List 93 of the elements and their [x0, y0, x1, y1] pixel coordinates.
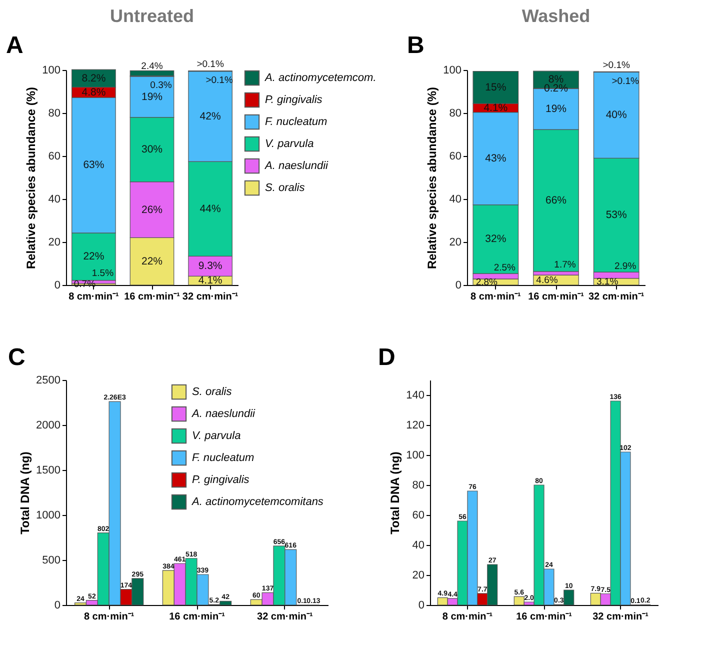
x-tick-label: 16 cm·min⁻¹: [124, 292, 181, 302]
chart-title: Washed: [522, 6, 590, 26]
data-label: 63%: [83, 159, 104, 172]
x-tick-label: 32 cm·min⁻¹: [257, 612, 314, 622]
legend-label: S. oralis: [192, 386, 232, 398]
y-tick-label: 60: [449, 150, 462, 162]
legend-label: F. nucleatum: [192, 452, 254, 464]
data-label: 40%: [606, 109, 627, 122]
data-label: 26%: [141, 204, 163, 216]
x-tick-label: 32 cm·min⁻¹: [182, 292, 239, 302]
data-label: 8.2%: [82, 72, 106, 84]
data-label: 2.4%: [141, 61, 164, 72]
x-tick-label: 8 cm·min⁻¹: [442, 612, 494, 622]
y-tick-label: 0: [455, 280, 462, 292]
legend-label: A. naeslundii: [191, 408, 256, 420]
data-label: 30%: [141, 144, 163, 156]
y-tick-label: 80: [449, 108, 462, 120]
y-tick-label: 80: [48, 108, 60, 120]
data-label: 22%: [141, 255, 163, 268]
data-label: 2.5%: [494, 262, 516, 274]
data-label: 22%: [83, 250, 104, 263]
y-tick-label: 2000: [36, 420, 60, 432]
data-label: 19%: [141, 90, 163, 103]
legend-label: V. parvula: [192, 430, 241, 442]
chart-title: Untreated: [110, 6, 194, 26]
data-label: 44%: [200, 202, 221, 215]
data-label: 53%: [606, 209, 627, 222]
y-axis-title: Total DNA (ng): [18, 452, 32, 534]
y-axis-title: Relative species abundance (%): [24, 86, 38, 270]
legend-label: V. parvula: [265, 138, 314, 150]
data-label: >0.1%: [602, 60, 630, 71]
y-tick-label: 0: [54, 600, 60, 612]
y-tick-label: 40: [449, 194, 462, 206]
y-tick-label: 80: [412, 480, 424, 492]
text: D: [378, 344, 396, 371]
x-tick-label: 32 cm·min⁻¹: [588, 292, 645, 302]
y-tick-label: 20: [412, 570, 424, 582]
y-tick-label: 40: [412, 540, 424, 552]
y-tick-label: 100: [443, 64, 462, 76]
data-label: 32%: [485, 233, 506, 246]
y-tick-label: 120: [406, 420, 424, 432]
data-label: >0.1%: [196, 58, 224, 70]
data-label: 0.3%: [150, 80, 172, 92]
data-label: 43%: [485, 152, 506, 165]
y-tick-label: 500: [42, 554, 60, 566]
data-label: 15%: [485, 81, 506, 94]
legend-label: A. actinomycetemcom.: [264, 72, 376, 84]
y-tick-label: 20: [48, 236, 60, 248]
data-label: >0.1%: [612, 76, 640, 88]
y-tick-label: 100: [406, 450, 424, 462]
data-label: 0.2%: [544, 82, 568, 94]
legend-label: P. gingivalis: [192, 474, 250, 486]
y-tick-label: 0: [54, 280, 60, 292]
x-tick-label: 8 cm·min⁻¹: [470, 292, 522, 302]
data-label: 4.6%: [536, 275, 558, 286]
data-label: 42%: [200, 110, 221, 122]
x-tick-label: 32 cm·min⁻¹: [592, 612, 650, 622]
y-tick-label: 60: [48, 150, 60, 162]
y-tick-label: 60: [412, 510, 424, 522]
y-tick-label: 140: [406, 390, 424, 402]
data-label: 2.9%: [614, 261, 637, 272]
x-tick-label: 16 cm·min⁻¹: [528, 292, 585, 302]
legend-label: A. naeslundii: [264, 160, 329, 172]
legend-label: A. actinomycetemcomitans: [191, 496, 324, 508]
data-label: 1.7%: [554, 259, 576, 270]
x-tick-label: 16 cm·min⁻¹: [516, 612, 573, 622]
text: A: [6, 32, 24, 59]
y-axis-title: Total DNA (ng): [388, 452, 402, 534]
y-tick-label: 0: [418, 600, 424, 612]
data-label: 9.3%: [198, 260, 222, 272]
y-tick-label: 1500: [36, 464, 60, 476]
y-tick-label: 20: [449, 236, 462, 248]
y-tick-label: 100: [42, 64, 60, 76]
text: C: [8, 344, 26, 371]
legend-label: F. nucleatum: [265, 116, 328, 128]
data-label: 0.7%: [74, 279, 96, 290]
data-label: 4.1%: [484, 102, 508, 114]
data-label: 66%: [545, 194, 567, 207]
data-label: 3.1%: [596, 276, 619, 288]
data-label: 4.8%: [82, 86, 106, 98]
data-label: 1.5%: [92, 268, 114, 279]
legend-label: S. oralis: [265, 182, 306, 194]
y-tick-label: 40: [48, 194, 60, 206]
x-tick-label: 8 cm·min⁻¹: [68, 292, 120, 302]
text: B: [407, 32, 424, 59]
x-tick-label: 8 cm·min⁻¹: [84, 612, 135, 622]
data-label: 4.1%: [198, 274, 222, 287]
data-label: 19%: [545, 103, 567, 116]
y-tick-label: 1000: [36, 510, 60, 522]
legend-label: P. gingivalis: [265, 94, 323, 106]
y-tick-label: 2500: [36, 374, 60, 386]
x-tick-label: 16 cm·min⁻¹: [169, 612, 226, 622]
y-axis-title: Relative species abundance (%): [425, 86, 440, 270]
